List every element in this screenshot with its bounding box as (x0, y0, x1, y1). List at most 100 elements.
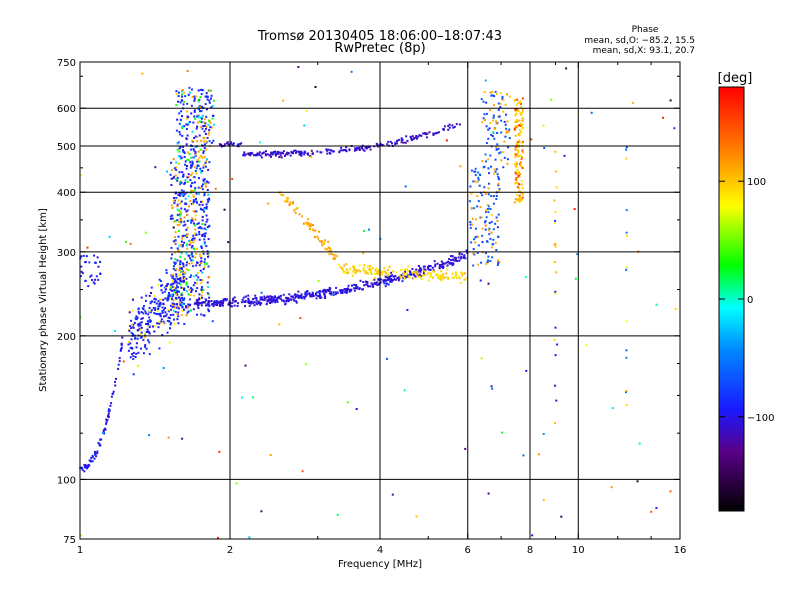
data-point (488, 172, 490, 175)
data-point (103, 432, 106, 435)
data-point (201, 188, 204, 191)
data-point (447, 128, 450, 131)
data-point (483, 113, 486, 116)
data-point (390, 278, 393, 280)
data-point (260, 510, 263, 513)
data-point (171, 253, 174, 256)
data-point (445, 272, 448, 275)
data-point (521, 119, 524, 122)
data-point (272, 298, 275, 301)
data-point (190, 289, 193, 291)
data-point (518, 187, 521, 190)
data-point (299, 317, 302, 319)
data-point (247, 299, 250, 302)
data-point (301, 470, 304, 473)
data-point (328, 292, 331, 295)
data-point (516, 171, 519, 174)
data-point (364, 280, 367, 283)
data-point (454, 259, 457, 262)
data-point (347, 284, 350, 287)
data-point (154, 308, 157, 311)
data-point (422, 269, 425, 272)
data-point (202, 152, 205, 154)
data-point (425, 136, 428, 139)
data-point (504, 103, 507, 106)
data-point (308, 292, 311, 295)
data-point (176, 118, 179, 121)
data-point (176, 179, 179, 182)
data-point (432, 270, 435, 273)
data-point (233, 304, 236, 307)
data-point (484, 252, 487, 255)
data-point (446, 264, 449, 267)
data-point (293, 149, 296, 152)
data-point (200, 93, 203, 96)
data-point (84, 260, 87, 263)
data-point (122, 360, 125, 363)
data-point (177, 95, 180, 98)
data-point (419, 270, 422, 273)
data-point (454, 275, 457, 278)
data-point (196, 140, 199, 143)
data-point (434, 265, 437, 268)
data-point (177, 91, 180, 94)
data-point (202, 121, 205, 124)
data-point (217, 536, 219, 539)
data-point (244, 295, 247, 298)
data-point (96, 450, 99, 453)
data-point (98, 442, 101, 445)
data-point (179, 299, 182, 302)
data-point (205, 115, 208, 118)
data-point (486, 240, 489, 243)
data-point (194, 187, 197, 190)
data-point (137, 324, 140, 327)
data-point (199, 110, 201, 113)
data-point (191, 88, 193, 91)
data-point (284, 200, 286, 203)
data-point (144, 231, 147, 234)
data-point (424, 133, 427, 135)
data-point (229, 305, 232, 308)
data-point (416, 137, 419, 140)
data-point (177, 322, 180, 325)
data-point (319, 294, 322, 297)
data-point (270, 155, 272, 158)
data-point (440, 276, 443, 279)
data-point (254, 294, 257, 297)
data-point (171, 279, 174, 282)
data-point (625, 389, 628, 392)
data-point (481, 234, 484, 237)
data-point (135, 346, 138, 349)
data-point (521, 117, 524, 120)
data-point (187, 303, 190, 306)
data-point (135, 342, 138, 345)
data-point (333, 256, 336, 259)
data-point (185, 290, 188, 293)
data-point (299, 296, 302, 298)
data-point (625, 349, 628, 352)
y-tick-label: 500 (57, 142, 76, 153)
data-point (492, 119, 495, 122)
data-point (137, 308, 140, 310)
data-point (171, 302, 174, 305)
data-point (130, 327, 133, 330)
data-point (127, 343, 130, 346)
data-point (183, 323, 186, 325)
data-point (190, 254, 193, 257)
data-point (195, 167, 198, 170)
data-point (193, 110, 196, 113)
data-point (184, 163, 187, 166)
data-point (470, 241, 473, 244)
data-point (521, 196, 524, 199)
data-point (183, 302, 185, 305)
data-point (186, 123, 189, 126)
data-point (174, 251, 177, 254)
data-point (244, 301, 247, 303)
data-point (345, 289, 348, 292)
data-point (281, 151, 284, 154)
data-point (273, 296, 276, 299)
data-point (139, 328, 142, 331)
data-point (198, 134, 201, 137)
data-point (171, 274, 174, 276)
